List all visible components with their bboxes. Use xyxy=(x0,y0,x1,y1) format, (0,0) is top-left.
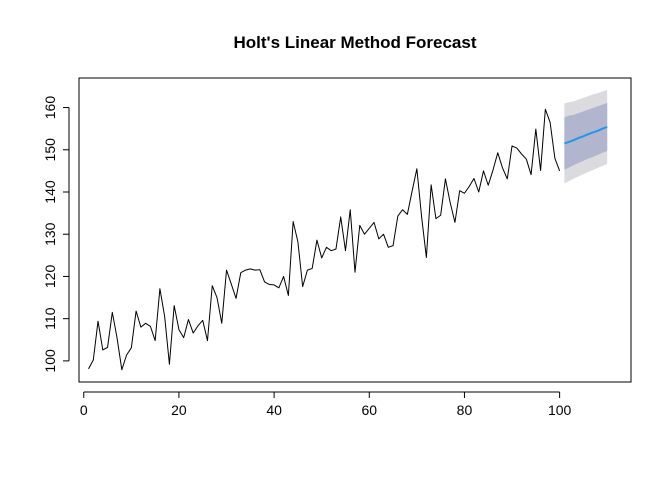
x-tick-label: 0 xyxy=(80,402,88,418)
y-tick-label: 100 xyxy=(42,349,58,373)
x-tick-label: 80 xyxy=(457,402,473,418)
y-tick-label: 120 xyxy=(42,265,58,289)
y-axis: 100 110 120 130 140 150 160 xyxy=(42,96,70,373)
plot-frame xyxy=(78,77,632,383)
x-axis: 0 20 40 60 80 100 xyxy=(80,391,572,418)
point-forecast-line xyxy=(564,126,608,145)
y-tick-label: 140 xyxy=(42,180,58,204)
y-tick-label: 160 xyxy=(42,96,58,120)
x-tick-label: 100 xyxy=(548,402,572,418)
prediction-intervals xyxy=(564,89,608,184)
x-tick-label: 60 xyxy=(361,402,377,418)
observed-line xyxy=(88,108,561,371)
x-tick-label: 20 xyxy=(171,402,187,418)
x-tick-label: 40 xyxy=(266,402,282,418)
y-tick-label: 110 xyxy=(42,307,58,330)
series-lines xyxy=(88,108,608,371)
chart-title: Holt's Linear Method Forecast xyxy=(233,33,476,52)
y-tick-label: 150 xyxy=(42,138,58,162)
y-tick-label: 130 xyxy=(42,222,58,246)
